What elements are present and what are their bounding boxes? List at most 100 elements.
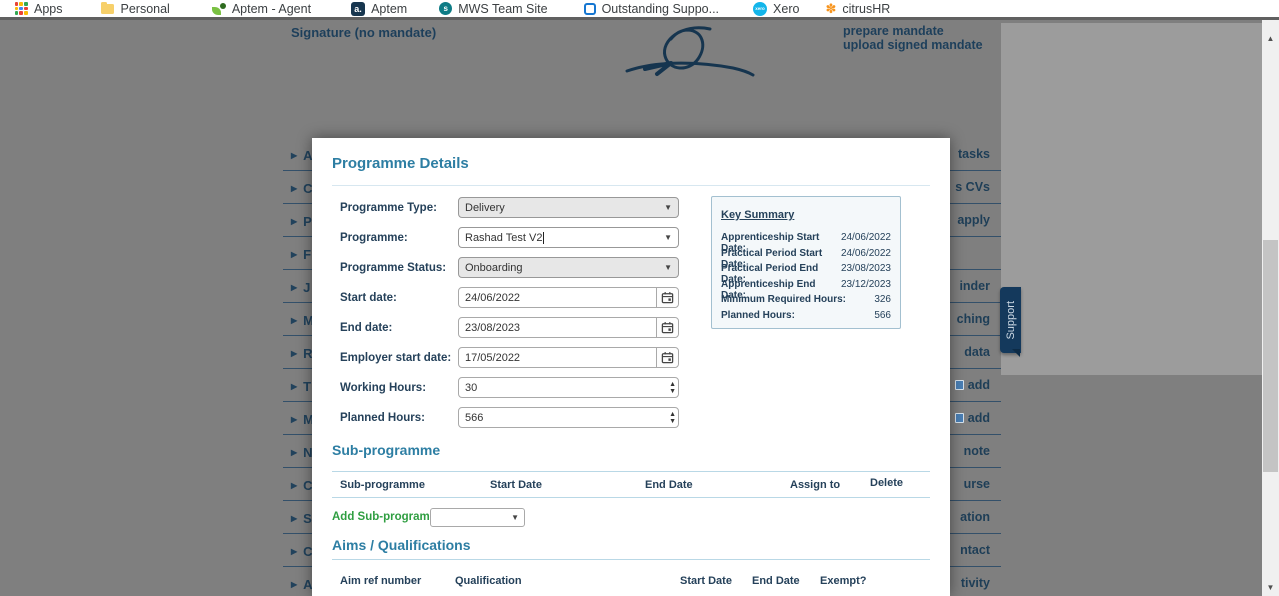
chevron-right-icon: ▶	[291, 580, 298, 589]
section-link-fragment[interactable]: add	[856, 378, 996, 392]
number-stepper-icons[interactable]: ▲ ▼	[669, 380, 676, 395]
accordion-section[interactable]: ▶ C	[291, 544, 313, 559]
column-header: Sub-programme	[340, 479, 425, 491]
support-tab[interactable]: Support	[1000, 287, 1021, 357]
employer-start-date-input[interactable]: 17/05/2022	[458, 347, 679, 368]
accordion-section[interactable]: ▶ C	[291, 181, 313, 196]
bookmark-label: citrusHR	[842, 1, 891, 16]
add-sub-programme-label: Add Sub-programme:	[332, 511, 451, 523]
accordion-section[interactable]: ▶ N	[291, 445, 313, 460]
number-stepper-icons[interactable]: ▲ ▼	[669, 410, 676, 425]
column-header: Start Date	[490, 479, 542, 491]
table-border	[332, 559, 930, 560]
accordion-section[interactable]: ▶ S	[291, 511, 312, 526]
chevron-right-icon: ▶	[291, 217, 298, 226]
column-header: Aim ref number	[340, 575, 422, 587]
text-cursor	[543, 231, 545, 244]
bookmark-label: Apps	[34, 1, 63, 16]
end-date-input[interactable]: 23/08/2023	[458, 317, 679, 338]
chevron-right-icon: ▶	[291, 547, 298, 556]
bookmark-personal[interactable]: Personal	[101, 1, 170, 16]
start-date-input[interactable]: 24/06/2022	[458, 287, 679, 308]
chevron-right-icon: ▶	[291, 184, 298, 193]
accordion-section[interactable]: ▶ A	[291, 148, 313, 163]
accordion-section[interactable]: ▶ P	[291, 214, 312, 229]
section-link-fragment[interactable]: note	[963, 444, 990, 458]
chevron-down-icon: ▼	[664, 263, 672, 272]
section-link-fragment[interactable]: inder	[959, 279, 990, 293]
section-link-fragment[interactable]: data	[964, 345, 990, 359]
accordion-section[interactable]: ▶ J	[291, 280, 311, 295]
chevron-right-icon: ▶	[291, 316, 298, 325]
bookmark-outstanding[interactable]: Outstanding Suppo...	[583, 2, 719, 16]
programme-type-select[interactable]: Delivery ▼	[458, 197, 679, 218]
programme-type-label: Programme Type:	[340, 202, 437, 214]
section-link-fragment[interactable]: tivity	[960, 576, 990, 590]
bookmarks-bar: Apps Personal Aptem - Agent a. Aptem s M…	[0, 0, 1279, 20]
programme-combobox[interactable]: Rashad Test V2 ▼	[458, 227, 679, 248]
accordion-section[interactable]: ▶ R	[291, 346, 313, 361]
add-icon	[954, 413, 964, 423]
accordion-section[interactable]: ▶ C	[291, 478, 313, 493]
bookmark-aptem-agent[interactable]: Aptem - Agent	[211, 1, 312, 16]
table-border	[332, 497, 930, 498]
scroll-up-icon[interactable]: ▲	[1266, 34, 1275, 43]
bookmark-apps[interactable]: Apps	[14, 2, 63, 16]
employer-start-date-label: Employer start date:	[340, 352, 452, 364]
column-header: End Date	[752, 575, 800, 587]
key-summary-row: Practical Period End Date: 23/08/2023	[721, 263, 891, 285]
chevron-right-icon: ▶	[291, 151, 298, 160]
section-link-fragment[interactable]: tasks	[958, 147, 990, 161]
prepare-mandate-link[interactable]: prepare mandate	[843, 24, 944, 38]
section-link-fragment[interactable]: apply	[957, 213, 990, 227]
upload-signed-mandate-link[interactable]: upload signed mandate	[843, 38, 983, 52]
column-header: End Date	[645, 479, 693, 491]
section-link-fragment[interactable]: ntact	[960, 543, 990, 557]
chevron-down-icon: ▼	[664, 233, 672, 242]
column-header: Delete	[870, 477, 904, 489]
start-date-label: Start date:	[340, 292, 397, 304]
scroll-down-icon[interactable]: ▼	[1266, 583, 1275, 592]
key-summary-row: Practical Period Start Date: 24/06/2022	[721, 248, 891, 270]
bookmark-label: Personal	[120, 1, 170, 16]
column-header: Exempt?	[820, 575, 867, 587]
vertical-scrollbar[interactable]: ▲ ▼	[1262, 20, 1279, 596]
accordion-section[interactable]: ▶ F	[291, 247, 312, 262]
scrollbar-thumb[interactable]	[1263, 240, 1278, 472]
accordion-section[interactable]: ▶ M	[291, 412, 314, 427]
accordion-section[interactable]: ▶ M	[291, 313, 314, 328]
programme-details-modal: Programme Details Programme Type: Delive…	[312, 138, 950, 596]
outstanding-icon	[583, 2, 596, 15]
modal-title: Programme Details	[332, 155, 469, 172]
add-sub-programme-select[interactable]: ▼	[430, 508, 525, 527]
working-hours-input[interactable]: 30 ▲ ▼	[458, 377, 679, 398]
calendar-icon[interactable]	[656, 288, 678, 307]
section-link-fragment[interactable]: urse	[963, 477, 990, 491]
folder-icon	[101, 1, 115, 16]
programme-label: Programme:	[340, 232, 408, 244]
aptem-agent-icon	[211, 2, 226, 16]
bookmark-aptem[interactable]: a. Aptem	[351, 1, 407, 16]
column-header: Assign to	[790, 479, 841, 491]
bookmark-mws-team-site[interactable]: s MWS Team Site	[439, 2, 548, 16]
accordion-section[interactable]: ▶ A	[291, 577, 313, 592]
calendar-icon[interactable]	[656, 348, 678, 367]
bookmark-label: Aptem - Agent	[231, 1, 312, 16]
column-header: Qualification	[455, 575, 522, 587]
section-link-fragment[interactable]: s CVs	[955, 180, 990, 194]
accordion-section[interactable]: ▶ T	[291, 379, 312, 394]
planned-hours-input[interactable]: 566 ▲ ▼	[458, 407, 679, 428]
section-link-fragment[interactable]: ation	[960, 510, 990, 524]
section-link-fragment[interactable]: add	[856, 411, 996, 425]
working-hours-label: Working Hours:	[340, 382, 427, 394]
programme-status-select[interactable]: Onboarding ▼	[458, 257, 679, 278]
signature-section-label: Signature (no mandate)	[291, 25, 437, 40]
aims-qualifications-heading: Aims / Qualifications	[332, 537, 471, 553]
section-link-fragment[interactable]: ching	[956, 312, 990, 326]
calendar-icon[interactable]	[656, 318, 678, 337]
title-divider	[332, 185, 930, 186]
xero-icon: xero	[753, 1, 768, 16]
bookmark-xero[interactable]: xero Xero	[753, 1, 799, 16]
bookmark-citrushr[interactable]: ✽ citrusHR	[825, 2, 890, 16]
chevron-right-icon: ▶	[291, 448, 298, 457]
